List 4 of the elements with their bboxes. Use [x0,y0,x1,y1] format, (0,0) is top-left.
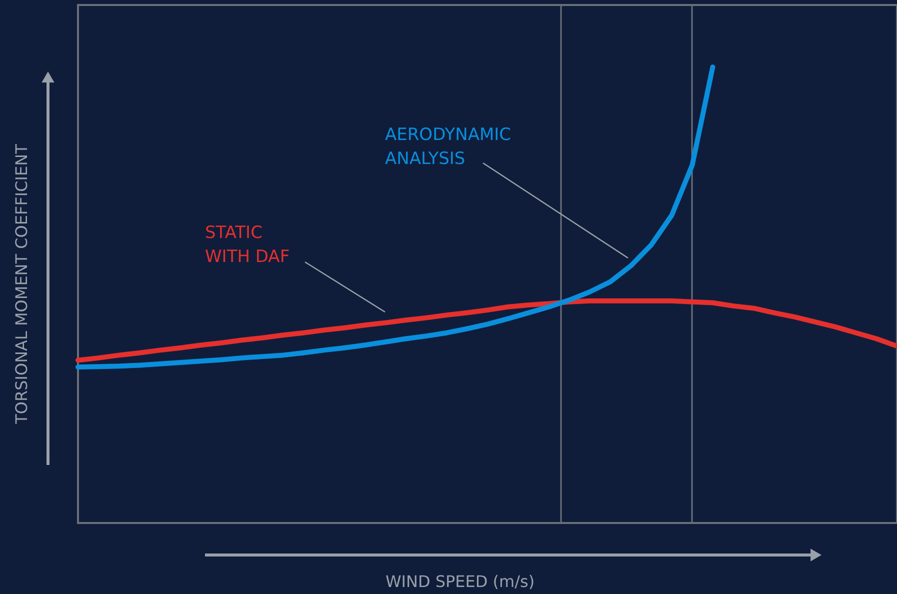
text: AERODYNAMIC ANALYSIS [385,125,512,169]
text: STATIC WITH DAF [205,223,290,267]
x-axis-title: WIND SPEED (m/s) [385,572,535,591]
y-axis-title: TORSIONAL MOMENT COEFFICIENT [12,144,31,425]
